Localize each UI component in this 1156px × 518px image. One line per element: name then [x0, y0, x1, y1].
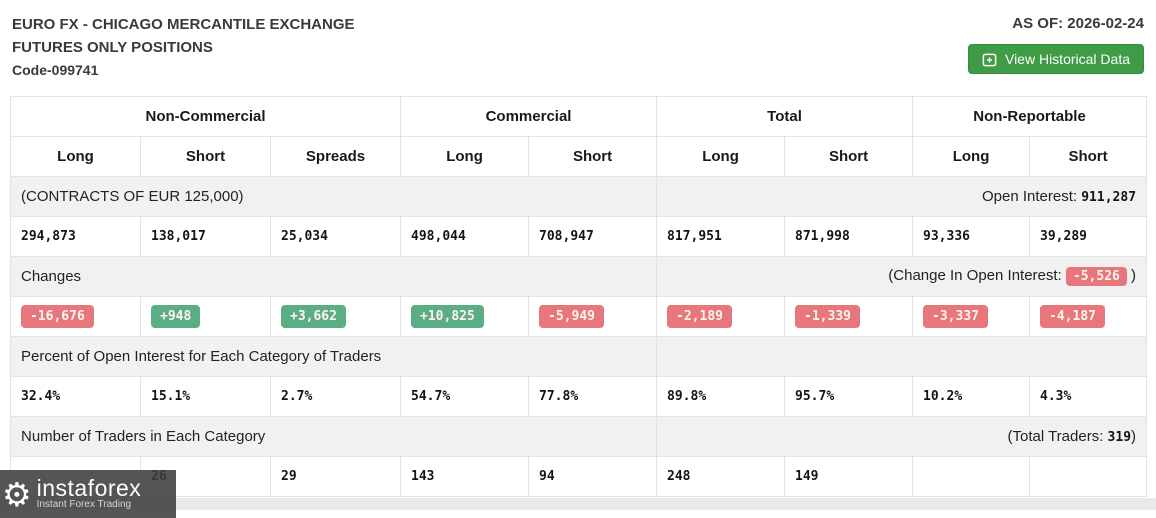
percent-section-spacer — [656, 336, 1148, 377]
col-header-nc-short: Short — [140, 136, 271, 177]
instaforex-watermark: ⚙ instaforex Instant Forex Trading — [0, 470, 176, 518]
instaforex-tagline: Instant Forex Trading — [36, 499, 132, 510]
as-of-date: AS OF: 2026-02-24 — [1012, 15, 1144, 32]
percent-cell: 54.7% — [400, 376, 530, 417]
total-traders-value: 319 — [1107, 430, 1132, 445]
col-header-t-short: Short — [784, 136, 914, 177]
calendar-plus-icon — [982, 52, 997, 67]
traders-section-row: Number of Traders in Each Category (Tota… — [9, 416, 1148, 457]
percent-cell: 32.4% — [10, 376, 141, 417]
group-header-total: Total — [656, 96, 914, 137]
change-badge: -2,189 — [667, 305, 732, 328]
position-cell: 498,044 — [400, 216, 530, 257]
col-header-nr-short: Short — [1029, 136, 1148, 177]
percent-cell: 89.8% — [656, 376, 786, 417]
position-cell: 294,873 — [10, 216, 141, 257]
column-header-row: Long Short Spreads Long Short Long Short… — [10, 136, 1148, 177]
change-cell: -3,337 — [912, 296, 1031, 337]
percent-label: Percent of Open Interest for Each Catego… — [9, 336, 658, 377]
instaforex-gear-icon: ⚙ — [2, 474, 32, 514]
change-cell: +10,825 — [400, 296, 530, 337]
change-badge: -5,949 — [539, 305, 604, 328]
group-header-row: Non-Commercial Commercial Total Non-Repo… — [9, 96, 1148, 137]
trader-counts-row: 26 29 143 94 248 149 — [10, 456, 1148, 497]
percent-section-row: Percent of Open Interest for Each Catego… — [9, 336, 1148, 377]
change-badge: -16,676 — [21, 305, 94, 328]
percents-row: 32.4% 15.1% 2.7% 54.7% 77.8% 89.8% 95.7%… — [10, 376, 1148, 417]
change-oi-suffix: ) — [1126, 267, 1137, 284]
group-header-commercial: Commercial — [400, 96, 658, 137]
report-title: EURO FX - CHICAGO MERCANTILE EXCHANGE — [12, 16, 355, 33]
col-header-t-long: Long — [656, 136, 786, 177]
percent-cell: 95.7% — [784, 376, 914, 417]
change-cell: -4,187 — [1029, 296, 1148, 337]
position-cell: 817,951 — [656, 216, 786, 257]
change-badge: -4,187 — [1040, 305, 1105, 328]
percent-cell: 4.3% — [1029, 376, 1148, 417]
trader-count-cell: 248 — [656, 456, 786, 497]
changes-section-row: Changes (Change In Open Interest: -5,526… — [9, 256, 1148, 297]
change-badge: -1,339 — [795, 305, 860, 328]
report-header: EURO FX - CHICAGO MERCANTILE EXCHANGE FU… — [0, 0, 1156, 96]
trader-count-cell: 149 — [784, 456, 914, 497]
change-badge: +3,662 — [281, 305, 346, 328]
col-header-nr-long: Long — [912, 136, 1031, 177]
change-oi-label: (Change In Open Interest: — [888, 267, 1066, 284]
report-titles: EURO FX - CHICAGO MERCANTILE EXCHANGE FU… — [12, 13, 355, 82]
cot-table: Non-Commercial Commercial Total Non-Repo… — [9, 96, 1148, 497]
position-cell: 708,947 — [528, 216, 658, 257]
col-header-c-short: Short — [528, 136, 658, 177]
position-cell: 93,336 — [912, 216, 1031, 257]
change-cell: -16,676 — [10, 296, 141, 337]
col-header-nc-spreads: Spreads — [269, 136, 402, 177]
positions-row: 294,873 138,017 25,034 498,044 708,947 8… — [10, 216, 1148, 257]
report-code: Code-099741 — [12, 62, 99, 78]
trader-count-cell — [1029, 456, 1148, 497]
open-interest-value: 911,287 — [1081, 190, 1137, 205]
contracts-section-row: (CONTRACTS OF EUR 125,000) Open Interest… — [9, 176, 1148, 217]
position-cell: 871,998 — [784, 216, 914, 257]
group-header-non-commercial: Non-Commercial — [9, 96, 402, 137]
report-subtitle: FUTURES ONLY POSITIONS — [12, 39, 213, 56]
trader-count-cell — [912, 456, 1031, 497]
open-interest-cell: Open Interest: 911,287 — [656, 176, 1148, 217]
change-badge: +948 — [151, 305, 201, 328]
total-traders-label: (Total Traders: — [1007, 428, 1108, 445]
change-cell: -2,189 — [656, 296, 786, 337]
percent-cell: 77.8% — [528, 376, 658, 417]
change-badge: -3,337 — [923, 305, 988, 328]
change-cell: +948 — [140, 296, 271, 337]
traders-label: Number of Traders in Each Category — [9, 416, 658, 457]
total-traders-suffix: ) — [1131, 428, 1137, 445]
total-traders-cell: (Total Traders: 319) — [656, 416, 1148, 457]
change-open-interest-cell: (Change In Open Interest: -5,526 ) — [656, 256, 1148, 297]
contracts-label: (CONTRACTS OF EUR 125,000) — [9, 176, 658, 217]
trader-count-cell: 143 — [400, 456, 530, 497]
change-cell: -5,949 — [528, 296, 658, 337]
change-cell: -1,339 — [784, 296, 914, 337]
trader-count-cell: 94 — [528, 456, 658, 497]
open-interest-label: Open Interest: — [982, 188, 1082, 205]
change-cell: +3,662 — [269, 296, 402, 337]
position-cell: 25,034 — [269, 216, 402, 257]
changes-row: -16,676 +948 +3,662 +10,825 -5,949 -2,18… — [10, 296, 1148, 337]
position-cell: 39,289 — [1029, 216, 1148, 257]
view-historical-data-button[interactable]: View Historical Data — [967, 44, 1144, 74]
percent-cell: 15.1% — [140, 376, 271, 417]
col-header-nc-long: Long — [10, 136, 141, 177]
group-header-non-reportable: Non-Reportable — [912, 96, 1148, 137]
change-oi-badge: -5,526 — [1065, 267, 1127, 286]
change-badge: +10,825 — [411, 305, 484, 328]
instaforex-brand: instaforex — [36, 475, 142, 501]
col-header-c-long: Long — [400, 136, 530, 177]
instaforex-watermark-text: instaforex Instant Forex Trading — [37, 477, 142, 511]
percent-cell: 2.7% — [269, 376, 402, 417]
changes-label: Changes — [9, 256, 658, 297]
position-cell: 138,017 — [140, 216, 271, 257]
trader-count-cell: 29 — [269, 456, 402, 497]
percent-cell: 10.2% — [912, 376, 1031, 417]
next-row-partial-band — [0, 498, 1156, 510]
header-right: AS OF: 2026-02-24 View Historical Data — [967, 13, 1144, 74]
view-historical-data-label: View Historical Data — [1004, 51, 1130, 67]
